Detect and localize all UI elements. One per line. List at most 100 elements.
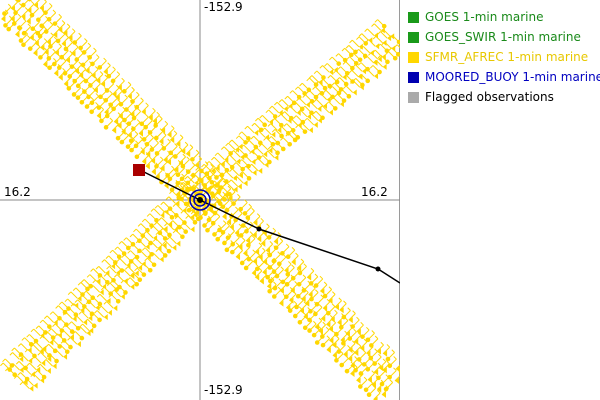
wind-barb <box>9 352 24 363</box>
wind-barb <box>244 125 259 136</box>
wind-barb <box>1 9 9 23</box>
wind-barb <box>339 355 349 368</box>
wind-barb <box>95 71 104 84</box>
wind-barb <box>21 35 31 48</box>
wind-barb <box>297 312 307 325</box>
wind-barb <box>212 224 222 237</box>
wind-barb <box>34 370 47 380</box>
wind-barb <box>301 289 309 303</box>
wind-barb <box>376 341 384 355</box>
wind-barb <box>172 229 185 240</box>
wind-barb <box>137 223 150 233</box>
wind-barb <box>373 362 382 376</box>
wind-barb <box>240 144 255 155</box>
wind-barb <box>228 179 242 190</box>
wind-barb <box>103 62 111 76</box>
wind-barb <box>111 120 120 134</box>
legend-item-goes-swir[interactable]: GOES_SWIR 1-min marine <box>408 27 600 47</box>
wind-barb <box>18 353 33 364</box>
flagged-swatch <box>408 91 419 103</box>
legend-item-sfmr[interactable]: SFMR_AFREC 1-min marine <box>408 47 600 67</box>
wind-barb <box>346 56 359 66</box>
wind-barb <box>154 205 169 216</box>
wind-barb <box>311 325 322 338</box>
wind-barb <box>228 188 236 202</box>
wind-barb <box>387 367 397 380</box>
wind-barb <box>125 136 135 149</box>
wind-barb <box>46 32 54 46</box>
wind-barb <box>356 36 369 46</box>
wind-barb <box>71 84 81 97</box>
wind-barb <box>40 38 48 51</box>
wind-barb <box>62 324 75 334</box>
legend-label-moored-buoy: MOORED_BUOY 1-min marine <box>425 70 600 84</box>
wind-barb <box>342 61 355 71</box>
wind-barb <box>255 117 268 128</box>
wind-barb <box>241 154 256 165</box>
top-longitude-label: -152.9 <box>203 0 244 14</box>
wind-barb <box>141 129 152 142</box>
legend-item-flagged[interactable]: Flagged observations <box>408 87 600 107</box>
wind-barb <box>306 90 319 100</box>
wind-barb <box>299 123 313 134</box>
wind-barb <box>334 93 347 103</box>
legend-item-moored-buoy[interactable]: MOORED_BUOY 1-min marine <box>408 67 600 87</box>
wind-barb <box>33 43 41 57</box>
wind-barb <box>304 294 313 307</box>
wind-barb <box>350 52 363 63</box>
wind-barb <box>155 167 163 180</box>
wind-barb <box>319 105 333 116</box>
wind-barb <box>238 237 246 251</box>
wind-barb <box>288 130 301 140</box>
wind-barb <box>266 276 275 290</box>
wind-barb <box>106 265 120 276</box>
wind-barb <box>332 346 340 359</box>
wind-barb <box>190 149 200 162</box>
wind-barb <box>332 335 340 349</box>
wind-barb <box>151 162 159 176</box>
wind-barb <box>76 326 91 337</box>
wind-barb <box>373 389 381 400</box>
wind-barb <box>78 311 93 322</box>
map-panel[interactable]: -152.9 -152.9 16.2 16.2 <box>0 0 400 400</box>
wind-barb <box>315 81 328 91</box>
wind-barb <box>71 43 79 57</box>
wind-barb <box>259 271 267 285</box>
wind-barb <box>43 55 51 68</box>
wind-barb <box>39 0 47 12</box>
wind-barb <box>235 135 248 145</box>
legend-item-goes[interactable]: GOES 1-min marine <box>408 7 600 27</box>
observation-map[interactable] <box>0 0 400 400</box>
wind-barb <box>175 165 185 178</box>
wind-barb <box>363 380 374 393</box>
wind-barb <box>119 132 129 145</box>
wind-barb <box>141 247 154 257</box>
wind-barb <box>141 218 154 228</box>
wind-barb <box>146 213 159 223</box>
wind-barb <box>372 353 382 366</box>
wind-barb <box>368 52 382 63</box>
wind-barb <box>53 63 62 77</box>
wind-barb <box>292 306 303 319</box>
wind-barb <box>348 310 356 324</box>
wind-barb <box>10 0 18 12</box>
wind-barb <box>260 234 269 247</box>
wind-barb <box>334 297 342 311</box>
wind-barb <box>141 102 149 116</box>
wind-barb <box>74 61 82 75</box>
wind-barb <box>280 272 290 285</box>
wind-barb <box>364 69 379 80</box>
wind-barb <box>256 229 265 243</box>
wind-barb <box>134 147 144 160</box>
wind-barb <box>322 298 331 312</box>
moored-buoy-marker[interactable] <box>189 189 211 211</box>
wind-barb <box>319 65 334 76</box>
wind-barb <box>320 309 329 323</box>
wind-barb <box>152 111 160 125</box>
wind-barb <box>316 92 331 103</box>
wind-barb <box>318 321 326 335</box>
wind-barb <box>307 320 317 333</box>
wind-barb <box>335 53 348 63</box>
wind-barb <box>93 80 101 94</box>
track-start-marker[interactable] <box>133 164 145 176</box>
